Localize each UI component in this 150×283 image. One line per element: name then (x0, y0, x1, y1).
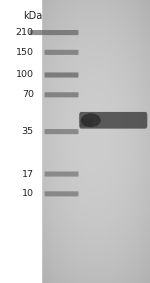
Text: 210: 210 (16, 28, 34, 37)
Text: kDa: kDa (23, 11, 43, 21)
Text: 70: 70 (22, 90, 34, 99)
Text: 150: 150 (16, 48, 34, 57)
FancyBboxPatch shape (45, 191, 78, 196)
Text: 100: 100 (16, 70, 34, 80)
Text: 10: 10 (22, 189, 34, 198)
Bar (0, 0, 40, 283)
Text: 17: 17 (22, 170, 34, 179)
FancyBboxPatch shape (45, 92, 78, 97)
FancyBboxPatch shape (45, 50, 78, 55)
Ellipse shape (81, 113, 101, 127)
FancyBboxPatch shape (30, 30, 78, 35)
Text: 35: 35 (22, 127, 34, 136)
FancyBboxPatch shape (45, 72, 78, 78)
FancyBboxPatch shape (79, 112, 147, 128)
FancyBboxPatch shape (45, 171, 78, 177)
FancyBboxPatch shape (45, 129, 78, 134)
FancyBboxPatch shape (80, 119, 93, 127)
